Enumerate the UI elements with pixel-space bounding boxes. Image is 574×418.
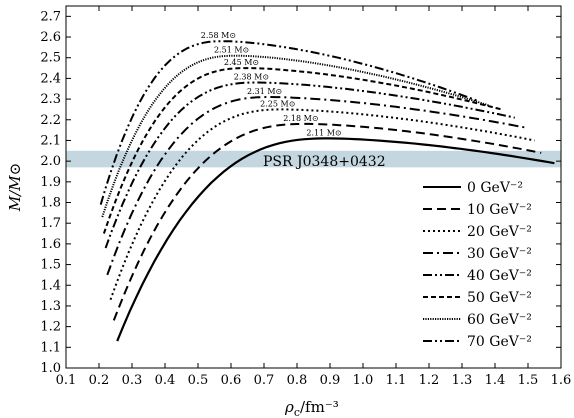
x-axis-title-sub: c (294, 406, 300, 418)
y-tick-label: 2.2 (40, 113, 61, 128)
y-tick-label: 2.0 (40, 154, 61, 169)
x-tick-label: 0.2 (89, 373, 110, 388)
x-tick-label: 0.1 (56, 373, 77, 388)
y-axis-title: M/M⊙ (6, 163, 24, 212)
y-tick-label: 1.8 (40, 196, 61, 211)
plot-background (66, 6, 561, 368)
y-tick-label: 1.9 (40, 175, 61, 190)
x-tick-label: 1.6 (551, 373, 572, 388)
x-tick-label: 0.5 (188, 373, 209, 388)
legend-entry: 50 GeV⁻² (467, 290, 532, 306)
legend-entry: 60 GeV⁻² (467, 312, 532, 328)
series-line (102, 67, 502, 234)
series-line (112, 122, 542, 321)
x-tick-label: 1.5 (518, 373, 539, 388)
legend-entry: 70 GeV⁻² (467, 334, 532, 350)
y-tick-label: 1.5 (40, 258, 61, 273)
y-tick-label: 1.4 (40, 278, 61, 293)
psr-band (66, 150, 561, 168)
peak-label: 2.25 M⊙ (260, 99, 295, 108)
peak-label: 2.18 M⊙ (283, 114, 318, 123)
series-line (116, 137, 555, 342)
legend: 0 GeV⁻² 10 GeV⁻² 20 GeV⁻² 30 GeV⁻² 40 GeV⁻² 5… (423, 180, 532, 350)
series-line (109, 108, 535, 301)
legend-entry: 10 GeV⁻² (467, 202, 532, 218)
y-tick-label: 2.4 (40, 71, 61, 86)
peak-label: 2.38 M⊙ (234, 73, 269, 82)
x-tick-label: 0.4 (155, 373, 176, 388)
peak-label: 2.31 M⊙ (247, 87, 282, 96)
legend-entry: 0 GeV⁻² (467, 180, 523, 196)
x-tick-label: 0.3 (122, 373, 143, 388)
x-tick-label: 1.4 (485, 373, 506, 388)
psr-band-label: PSR J0348+0432 (263, 154, 386, 170)
series-line (101, 54, 489, 218)
y-tick-label: 1.6 (40, 237, 61, 252)
legend-entry: 20 GeV⁻² (467, 224, 532, 240)
y-tick-label: 1.3 (40, 299, 61, 314)
plot-frame (65, 5, 562, 369)
y-tick-label: 2.6 (40, 30, 61, 45)
x-tick-label: 1.1 (386, 373, 407, 388)
y-tick-label: 2.1 (40, 133, 61, 148)
peak-label: 2.45 M⊙ (224, 58, 259, 67)
x-tick-label: 1.2 (419, 373, 440, 388)
x-tick-label: 0.7 (254, 373, 275, 388)
x-tick-label: 0.6 (221, 373, 242, 388)
x-axis-title-unit: /fm⁻³ (300, 398, 339, 416)
x-axis-title-main: ρ (284, 398, 294, 416)
x-axis-title: ρc/fm⁻³ (284, 398, 339, 418)
x-tick-label: 0.9 (320, 373, 341, 388)
y-tick-label: 2.5 (40, 51, 61, 66)
y-tick-label: 2.7 (40, 9, 61, 24)
y-tick-label: 1.2 (40, 320, 61, 335)
series-line (106, 95, 529, 276)
peak-label: 2.11 M⊙ (306, 128, 341, 137)
legend-entry: 40 GeV⁻² (467, 268, 532, 284)
series-line (104, 81, 516, 249)
x-tick-label: 1.0 (353, 373, 374, 388)
y-tick-label: 1.7 (40, 216, 61, 231)
y-tick-label: 1.0 (40, 361, 61, 376)
series-layer (99, 40, 555, 342)
peak-label: 2.51 M⊙ (214, 46, 249, 55)
y-tick-label: 1.1 (40, 340, 61, 355)
peak-label-layer: 2.11 M⊙ 2.18 M⊙ 2.25 M⊙ 2.31 M⊙ 2.38 M⊙ 2.45 … (201, 31, 342, 137)
x-tick-label: 0.8 (287, 373, 308, 388)
x-tick-label: 1.3 (452, 373, 473, 388)
y-tick-label: 2.3 (40, 92, 61, 107)
peak-label: 2.58 M⊙ (201, 31, 236, 40)
tick-layer: 0.1 0.2 0.3 0.4 0.5 0.6 0.7 0.8 0.9 1.0 1.1 1.2 1.3 1… (40, 6, 571, 388)
legend-entry: 30 GeV⁻² (467, 246, 532, 262)
series-line (99, 40, 479, 205)
